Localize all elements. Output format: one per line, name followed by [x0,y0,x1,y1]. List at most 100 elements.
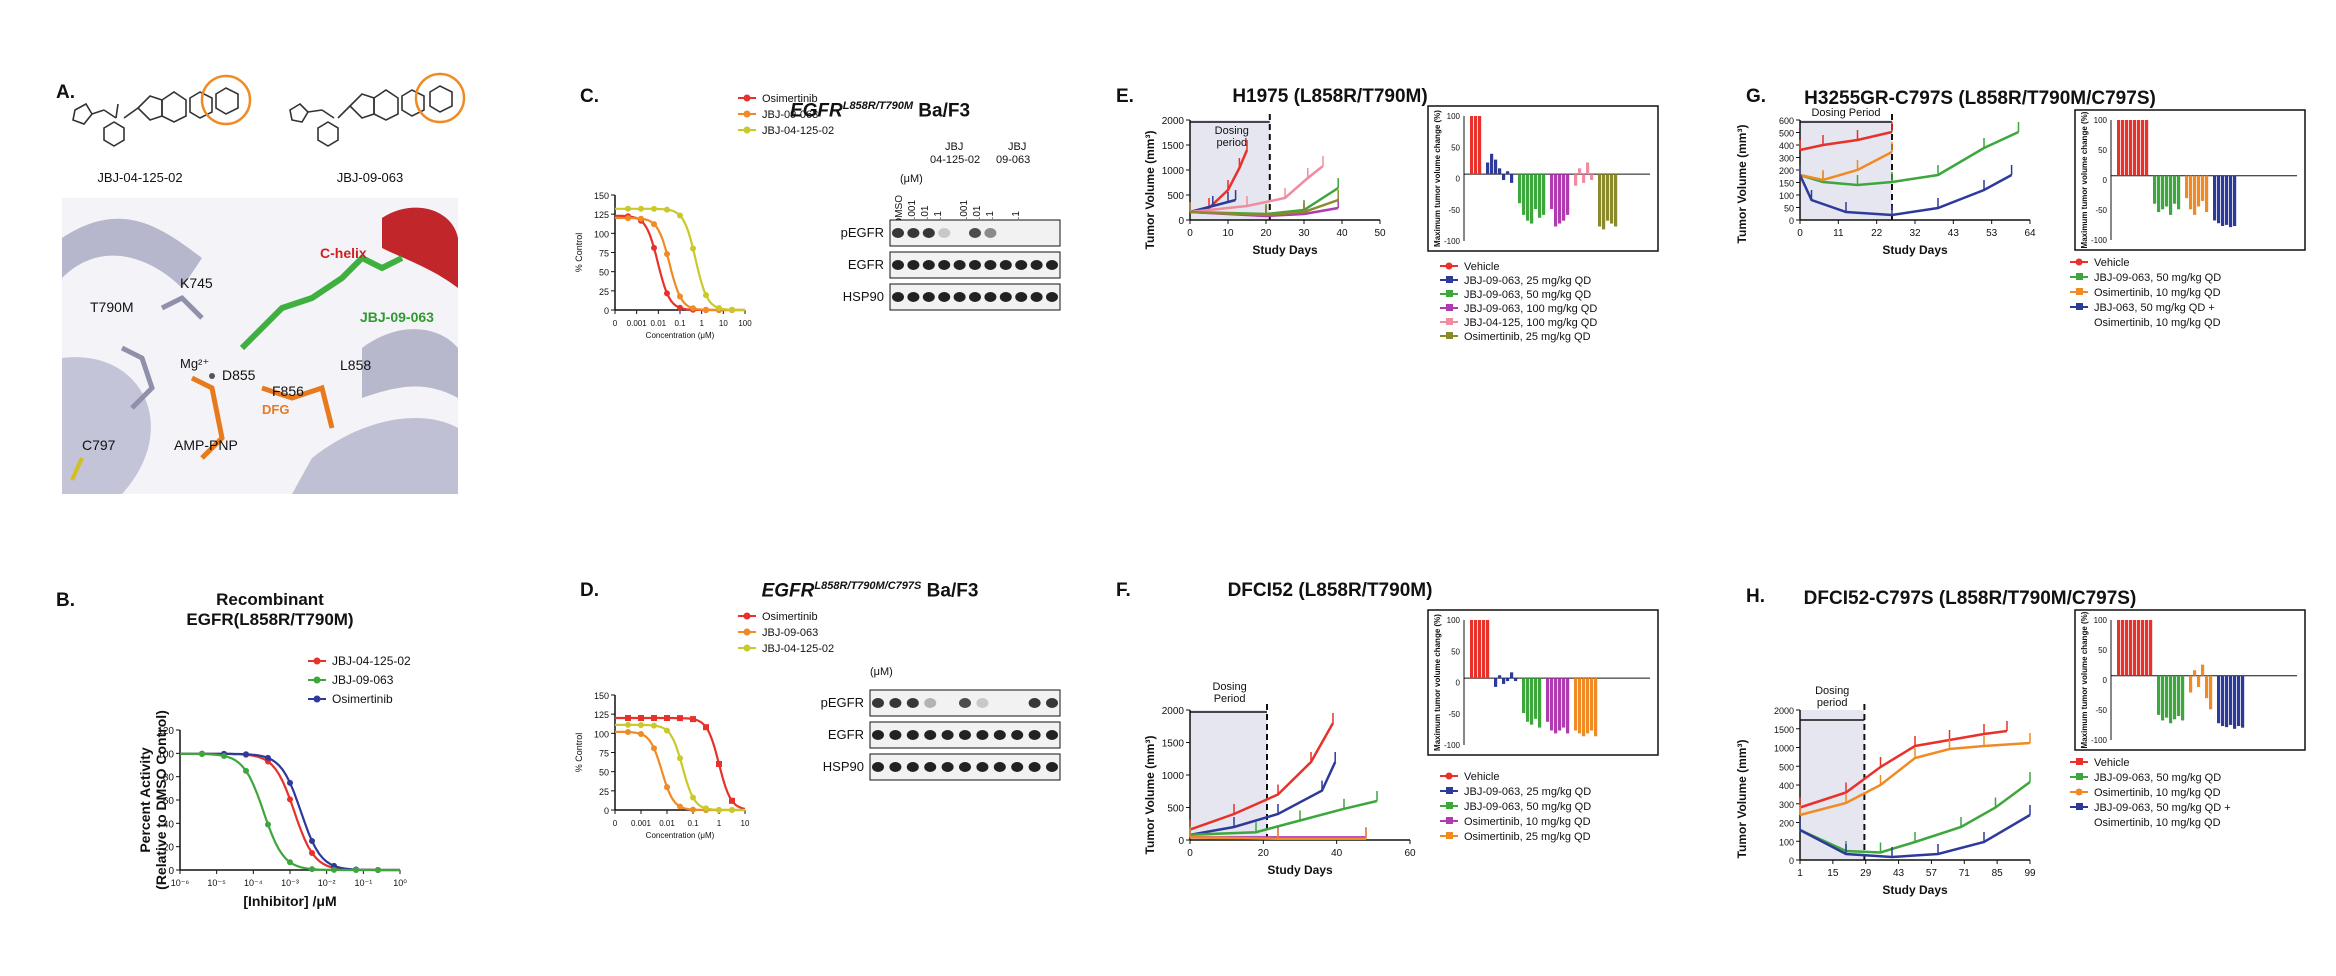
panel-d-xtick-label: 0.001 [631,819,652,828]
panel-g-xtick-label: 64 [2024,228,2036,239]
panel-h-legend-0-marker [2076,758,2083,765]
panel-d-ytick-label: 25 [599,787,609,797]
panel-c-series-jbj-09-063-point [690,305,696,312]
panel-d-series-jbj-04-125-02-point [729,806,735,813]
panel-h-legend-1-marker [2076,773,2083,780]
panel-c-blot-band [1015,292,1028,302]
panel-c-blot-band [922,260,935,270]
panel-f-ytick-label: 0 [1178,836,1184,847]
panel-h-inset-bar [2201,664,2205,676]
panel-e-inset-bar [1610,174,1614,224]
panel-h-legend-2-label: Osimertinib, 10 mg/kg QD [2094,787,2221,799]
panel-h-inset-bar [2217,675,2221,724]
panel-g-inset-bar [2157,175,2161,213]
panel-label-c: C. [580,86,599,107]
panel-b-legend-0-marker [313,657,321,665]
panel-d-series-osimertinib-point [677,715,683,722]
panel-c-legend-2-label: JBJ-04-125-02 [762,125,834,137]
panel-c-series-jbj-04-125-02-point [625,205,631,212]
panel-d-series-osimertinib-point [664,715,670,722]
panel-c-ytick-label: 25 [599,287,609,297]
panel-h-ytick-label: 300 [1779,800,1794,810]
panel-c-series-osimertinib-point [651,244,657,251]
panel-e-ytick-label: 500 [1167,191,1184,202]
panel-h-inset-tick-label: 100 [2094,616,2108,625]
panel-f-inset-bar [1538,678,1542,728]
panel-f-inset-frame [1427,609,1659,756]
panel-g-ytick-label: 150 [1779,179,1794,189]
panel-d-series-jbj-04-125-02-point [664,727,670,734]
panel-d-blot-band [924,698,937,708]
panel-d-legend-2-marker [743,644,751,652]
panel-b-xlabel: [Inhibitor] /μM [243,893,336,909]
panel-g-title: H3255GR-C797S (L858R/T790M/C797S) [1804,88,2156,109]
panel-d-series-jbj-09-063-point [638,731,644,738]
panel-label-e: E. [1116,86,1134,107]
panel-c-lane-label: 0.1 [985,211,996,225]
panel-label-g: G. [1746,86,1767,107]
panel-e-inset-bar [1510,174,1514,183]
panel-d-blot-band [889,698,902,708]
panel-f-xlabel: Study Days [1267,863,1333,877]
panel-g-legend-0-marker [2075,258,2083,266]
panel-e-series-osimertinib [1189,198,1339,217]
panel-g-ytick-label: 600 [1779,116,1794,126]
panel-g-inset-bar [2197,175,2201,207]
panel-d-blot-band [941,762,954,772]
panel-e-inset-ylabel: Maximum tumor volume change (%) [1433,110,1442,247]
panel-d-xtick-label: 0 [613,819,618,828]
panel-b-series-jbj-04-125-02-point [309,849,315,856]
panel-e-legend-2-label: JBJ-09-063, 50 mg/kg QD [1464,289,1591,301]
label-ligand: JBJ-09-063 [360,309,434,325]
panel-g-legend-1-marker [2076,273,2083,280]
panel-g-inset-bar [2133,120,2137,176]
panel-g-inset-bar [2229,175,2233,228]
residue-l858: L858 [340,357,371,373]
panel-label-h: H. [1746,586,1765,607]
panel-g-ytick-label: 500 [1779,129,1794,139]
panel-g-inset-tick-label: 50 [2098,146,2107,155]
panel-label-a: A. [56,82,75,103]
panel-h-inset-bar [2225,675,2229,728]
panel-e-xtick-label: 10 [1222,228,1234,239]
panel-f-inset-bar [1494,678,1498,687]
panel-d-blot-band [889,730,902,740]
panel-d-blot-band [1028,698,1041,708]
panel-g-inset-bar [2177,175,2181,210]
panel-e-inset-bar [1590,174,1594,180]
panel-d-series-osimertinib-point [729,797,735,804]
panel-c-lane-label: 0.001 [907,200,918,225]
panel-g-ytick-label: 50 [1784,204,1794,214]
panel-c-blot-band [938,260,951,270]
panel-c-ylabel: % Control [574,233,584,273]
panel-e-legend-1-marker [1446,276,1453,283]
panel-h-xtick-label: 71 [1959,868,1971,879]
panel-c-xtick-label: 0.001 [627,319,648,328]
panel-c-title-sup: L858R/T790M [842,100,914,112]
panel-f-legend-4-marker [1446,832,1453,839]
panel-d-blot-band [872,762,884,772]
panel-d-blot-band [959,762,971,772]
panel-h-chart: Dosingperiod0100200300400500100015002000… [1735,609,2306,897]
panel-d-series-osimertinib-point [703,724,709,731]
panel-h-inset-bar [2141,620,2145,676]
panel-f-inset-bar [1522,678,1526,714]
panel-c-lane-label: 0.1 [933,211,944,225]
panel-g-xtick-label: 53 [1986,228,1998,239]
panel-h-inset-bar [2133,620,2137,676]
panel-h-inset-bar [2173,675,2177,720]
panel-d-ylabel: % Control [574,733,584,773]
panel-f-inset-bar [1566,678,1570,734]
panel-g-inset-bar [2225,175,2229,225]
panel-c-series-jbj-04-125-02-point [729,306,735,313]
panel-h-legend-4-label: Osimertinib, 10 mg/kg QD [2094,817,2221,829]
panel-g-inset-bar [2161,175,2165,210]
compound1-label: JBJ-04-125-02 [97,170,182,185]
panel-c-blot-band [907,228,920,238]
panel-c-xtick-label: 0 [613,319,618,328]
panel-c-ytick-label: 0 [604,306,609,316]
panel-d-series-osimertinib-point [625,715,631,721]
panel-f-legend-2-marker [1446,802,1453,809]
panel-d-blot-band [993,730,1006,740]
panel-f-xtick-label: 60 [1404,848,1416,859]
